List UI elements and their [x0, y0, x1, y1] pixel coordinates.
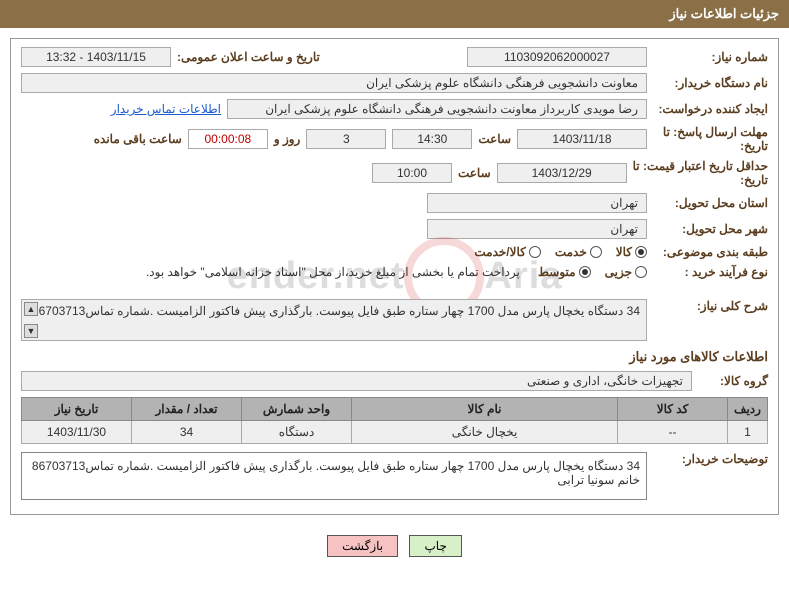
days-remaining: 3 [306, 129, 386, 149]
province-value: تهران [427, 193, 647, 213]
reply-deadline-date: 1403/11/18 [517, 129, 647, 149]
province-label: استان محل تحویل: [653, 196, 768, 210]
table-cell: دستگاه [242, 421, 352, 444]
proc-type-radio-group: جزیی متوسط [538, 265, 647, 279]
price-valid-to-text: حداقل تاریخ اعتبار قیمت: تا [633, 159, 768, 173]
items-table: ردیفکد کالانام کالاواحد شمارشتعداد / مقد… [21, 397, 768, 444]
buyer-note-text: 34 دستگاه یخچال پارس مدل 1700 چهار ستاره… [32, 459, 640, 487]
main-panel: Ariaender.net شماره نیاز: 11030920620000… [10, 38, 779, 515]
table-row: 1--یخچال خانگیدستگاه341403/11/30 [22, 421, 768, 444]
radio-dot-icon[interactable] [590, 246, 602, 258]
table-header-cell: کد کالا [618, 398, 728, 421]
table-cell: -- [618, 421, 728, 444]
days-and-label: روز و [274, 132, 301, 146]
panel-header: جزئیات اطلاعات نیاز [0, 0, 789, 28]
price-valid-time: 10:00 [372, 163, 452, 183]
buyer-note-box: 34 دستگاه یخچال پارس مدل 1700 چهار ستاره… [21, 452, 647, 500]
items-section-title: اطلاعات کالاهای مورد نیاز [21, 349, 768, 365]
proc-note: پرداخت تمام یا بخشی از مبلغ خرید،از محل … [146, 265, 520, 279]
reply-deadline-label: مهلت ارسال پاسخ: تا تاریخ: [653, 125, 768, 153]
reply-deadline-date-suffix: تاریخ: [740, 139, 768, 153]
countdown: 00:00:08 [188, 129, 268, 149]
radio-dot-icon[interactable] [529, 246, 541, 258]
general-desc-box: 34 دستگاه یخچال پارس مدل 1700 چهار ستاره… [21, 299, 647, 341]
subject-cat-option-label: کالا/خدمت [474, 245, 525, 259]
announce-value: 1403/11/15 - 13:32 [21, 47, 171, 67]
buyer-org-label: نام دستگاه خریدار: [653, 76, 768, 90]
price-valid-date: 1403/12/29 [497, 163, 627, 183]
table-cell: 34 [132, 421, 242, 444]
remaining-label: ساعت باقی مانده [94, 132, 182, 146]
subject-cat-label: طبقه بندی موضوعی: [653, 245, 768, 259]
radio-dot-icon[interactable] [635, 266, 647, 278]
city-label: شهر محل تحویل: [653, 222, 768, 236]
table-cell: 1403/11/30 [22, 421, 132, 444]
need-no-label: شماره نیاز: [653, 50, 768, 64]
general-desc-text: 34 دستگاه یخچال پارس مدل 1700 چهار ستاره… [32, 304, 640, 318]
footer-buttons: چاپ بازگشت [0, 525, 789, 571]
price-valid-label: حداقل تاریخ اعتبار قیمت: تا تاریخ: [633, 159, 768, 187]
subject-cat-option-0[interactable]: کالا [616, 245, 647, 259]
table-cell: یخچال خانگی [352, 421, 618, 444]
table-header-cell: واحد شمارش [242, 398, 352, 421]
table-header-cell: تاریخ نیاز [22, 398, 132, 421]
radio-dot-icon[interactable] [579, 266, 591, 278]
group-value: تجهیزات خانگی، اداری و صنعتی [21, 371, 692, 391]
need-no-value: 1103092062000027 [467, 47, 647, 67]
city-value: تهران [427, 219, 647, 239]
table-header-cell: نام کالا [352, 398, 618, 421]
general-desc-label: شرح کلی نیاز: [653, 299, 768, 313]
proc-type-option-1[interactable]: متوسط [538, 265, 591, 279]
subject-cat-option-1[interactable]: خدمت [555, 245, 602, 259]
proc-type-option-label: متوسط [538, 265, 576, 279]
print-button[interactable]: چاپ [409, 535, 461, 557]
time-label-2: ساعت [458, 166, 491, 180]
buyer-contact-link[interactable]: اطلاعات تماس خریدار [111, 102, 221, 116]
table-header-cell: ردیف [728, 398, 768, 421]
requester-value: رضا مویدی کاربرداز معاونت دانشجویی فرهنگ… [227, 99, 647, 119]
buyer-org-value: معاونت دانشجویی فرهنگی دانشگاه علوم پزشک… [21, 73, 647, 93]
radio-dot-icon[interactable] [635, 246, 647, 258]
table-cell: 1 [728, 421, 768, 444]
subject-cat-option-label: کالا [616, 245, 632, 259]
subject-cat-option-label: خدمت [555, 245, 587, 259]
proc-type-option-label: جزیی [605, 265, 632, 279]
table-header-cell: تعداد / مقدار [132, 398, 242, 421]
proc-type-option-0[interactable]: جزیی [605, 265, 647, 279]
proc-type-label: نوع فرآیند خرید : [653, 265, 768, 279]
requester-label: ایجاد کننده درخواست: [653, 102, 768, 116]
back-button[interactable]: بازگشت [327, 535, 398, 557]
price-valid-date-suffix: تاریخ: [740, 173, 768, 187]
announce-label: تاریخ و ساعت اعلان عمومی: [177, 50, 320, 64]
group-label: گروه کالا: [698, 374, 768, 388]
reply-deadline-time: 14:30 [392, 129, 472, 149]
reply-deadline-to-text: مهلت ارسال پاسخ: تا [663, 125, 768, 139]
scroll-down-icon[interactable]: ▼ [24, 324, 38, 338]
buyer-note-label: توضیحات خریدار: [653, 452, 768, 466]
subject-cat-option-2[interactable]: کالا/خدمت [474, 245, 540, 259]
scroll-up-icon[interactable]: ▲ [24, 302, 38, 316]
subject-cat-radio-group: کالا خدمت کالا/خدمت [474, 245, 647, 259]
time-label-1: ساعت [478, 132, 511, 146]
